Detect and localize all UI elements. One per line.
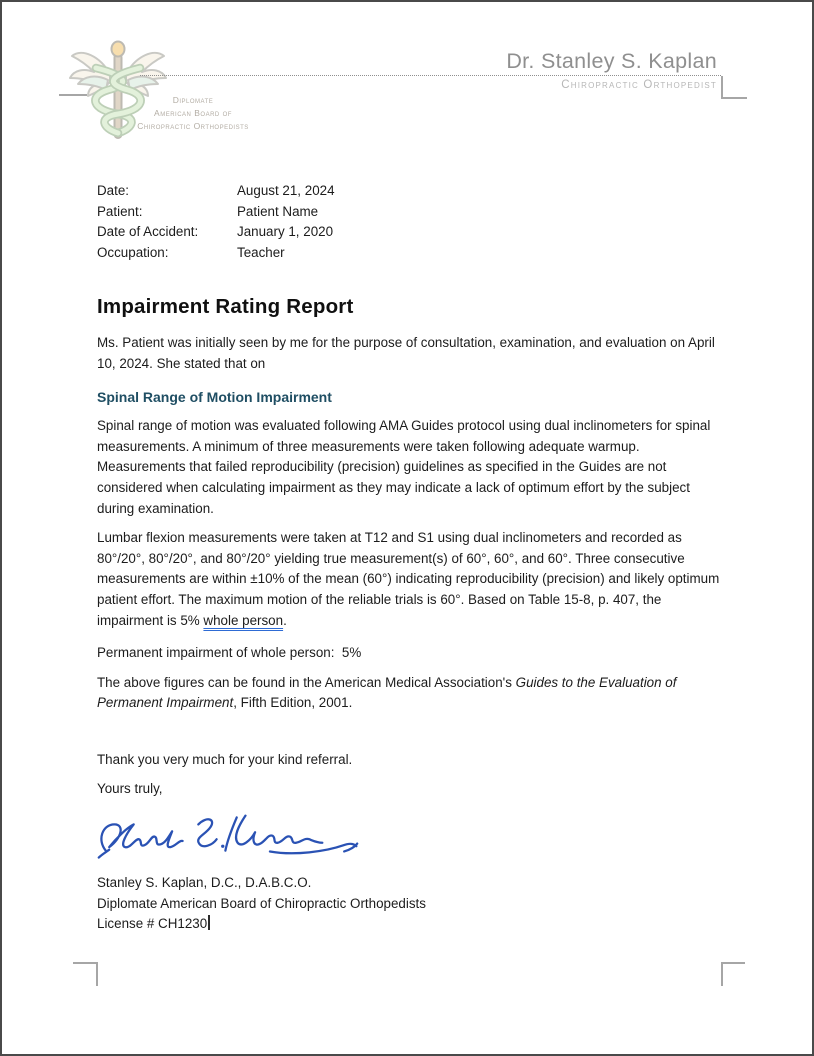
grammar-check-underlined-phrase: whole person <box>203 612 284 628</box>
field-value: August 21, 2024 <box>237 183 335 198</box>
license-text: License # CH1230 <box>97 916 208 932</box>
closing-line: Yours truly, <box>97 780 163 796</box>
crop-mark-bottom-right-vertical <box>721 962 723 986</box>
lumbar-text: Lumbar flexion measurements were taken a… <box>97 530 720 628</box>
field-label: Date: <box>97 183 130 198</box>
field-value: January 1, 2020 <box>237 224 334 240</box>
report-body[interactable]: Impairment Rating Report Ms. Patient was… <box>97 294 723 935</box>
crop-mark-top-right-vertical <box>721 76 723 98</box>
source-text-suffix: , Fifth Edition, 2001. <box>233 695 353 711</box>
source-text: The above figures can be found in the Am… <box>97 674 516 690</box>
signer-credentials: Diplomate American Board of Chiropractic… <box>97 895 426 911</box>
letterhead-line: Diplomate <box>172 95 214 105</box>
letterhead-dotted-rule <box>140 75 721 76</box>
letterhead-line: Chiropractic Orthopedists <box>137 121 249 131</box>
permanent-impairment-line: Permanent impairment of whole person: 5% <box>97 645 362 661</box>
lumbar-text-suffix: . <box>283 612 287 628</box>
handwritten-signature <box>97 814 359 859</box>
field-row-accident-date: Date of Accident: January 1, 2020 <box>97 222 335 243</box>
field-row-occupation: Occupation: Teacher <box>97 243 335 264</box>
crop-mark-bottom-left-horizontal <box>73 962 97 964</box>
report-title: Impairment Rating Report <box>97 295 354 318</box>
signature-block: Stanley S. Kaplan, D.C., D.A.B.C.O. Dipl… <box>97 873 723 935</box>
lumbar-paragraph: Lumbar flexion measurements were taken a… <box>97 528 723 631</box>
field-row-patient: Patient: Patient Name <box>97 202 335 223</box>
doctor-name: Dr. Stanley S. Kaplan <box>506 49 717 73</box>
signer-name: Stanley S. Kaplan, D.C., D.A.B.C.O. <box>97 875 312 891</box>
intro-paragraph: Ms. Patient was initially seen by me for… <box>97 335 715 371</box>
field-label: Occupation: <box>97 244 169 260</box>
source-paragraph: The above figures can be found in the Am… <box>97 673 723 714</box>
doctor-title: Chiropractic Orthopedist <box>561 79 717 91</box>
field-row-date: Date: August 21, 2024 <box>97 181 335 202</box>
crop-mark-bottom-right-horizontal <box>721 962 745 964</box>
letterhead-line: American Board of <box>154 108 232 118</box>
crop-mark-top-left <box>59 94 87 96</box>
section-heading-spinal-rom: Spinal Range of Motion Impairment <box>97 389 332 406</box>
crop-mark-top-right-horizontal <box>721 97 747 99</box>
crop-mark-bottom-left-vertical <box>96 962 98 986</box>
letterhead-board-text: Diplomate American Board of Chiropractic… <box>120 94 266 133</box>
patient-info-block: Date: August 21, 2024 Patient: Patient N… <box>97 181 335 263</box>
field-value: Patient Name <box>237 203 319 219</box>
field-label: Patient: <box>97 203 143 219</box>
field-label: Date of Accident: <box>97 224 199 240</box>
method-paragraph: Spinal range of motion was evaluated fol… <box>97 418 711 516</box>
text-cursor-caret <box>208 915 210 931</box>
signer-license: License # CH1230 <box>97 914 723 935</box>
thanks-line: Thank you very much for your kind referr… <box>97 751 353 767</box>
caduceus-logo-icon <box>69 40 167 139</box>
field-value: Teacher <box>237 244 285 260</box>
book-title-italic: Guides to the Evaluation of Permanent Im… <box>97 674 677 711</box>
